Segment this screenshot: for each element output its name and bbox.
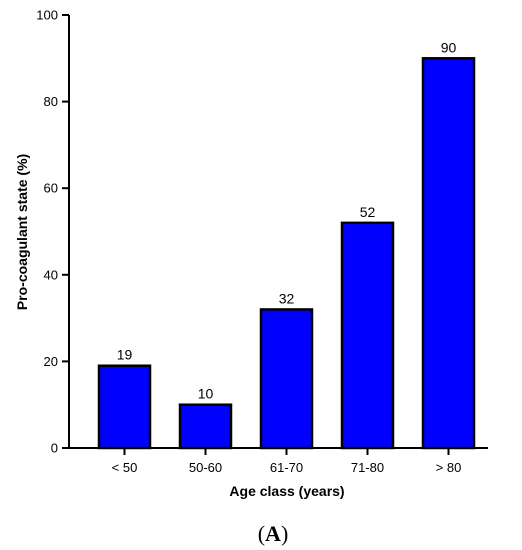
y-axis-title: Pro-coagulant state (%)	[14, 154, 30, 310]
data-label: 52	[360, 204, 376, 220]
y-tick-label: 0	[51, 441, 58, 456]
bar	[340, 221, 395, 450]
x-tick-label: 50-60	[189, 460, 222, 475]
x-tick-label: > 80	[436, 460, 462, 475]
y-tick-label: 20	[44, 354, 58, 369]
plot-area: 0 20 40 60 80 100 < 50 50-60 61-70 71-80 > 80 19 10 3…	[36, 8, 488, 475]
data-label: 19	[117, 347, 133, 363]
panel-label-letter: A	[265, 521, 281, 546]
y-tick-label: 40	[44, 267, 58, 282]
x-tick-label: 61-70	[270, 460, 303, 475]
y-tick-label: 80	[44, 94, 58, 109]
data-label: 90	[441, 39, 457, 55]
x-axis-title: Age class (years)	[229, 483, 344, 499]
bar	[259, 308, 314, 450]
data-label: 32	[279, 290, 295, 306]
x-tick-label: < 50	[112, 460, 138, 475]
data-label: 10	[198, 386, 214, 402]
x-tick-label: 71-80	[351, 460, 384, 475]
bar	[178, 403, 233, 450]
bar	[97, 364, 152, 450]
panel-label: (A)	[258, 521, 289, 546]
bar	[421, 57, 476, 450]
panel-label-close: )	[281, 521, 288, 546]
y-tick-label: 100	[36, 8, 58, 23]
panel-label-open: (	[258, 521, 265, 546]
y-tick-label: 60	[44, 181, 58, 196]
